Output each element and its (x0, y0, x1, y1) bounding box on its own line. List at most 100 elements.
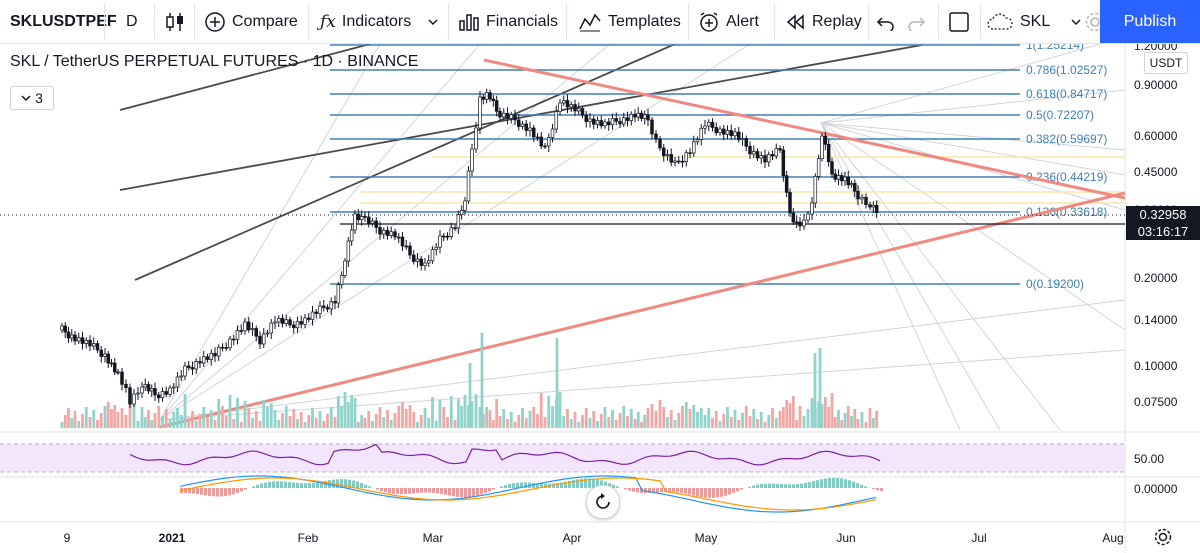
volume-bar (326, 414, 329, 428)
fib-level-label: 1(1.25214) (1026, 44, 1084, 52)
volume-bar (539, 393, 543, 428)
reset-chart-button[interactable] (586, 485, 620, 519)
volume-bar (371, 421, 374, 428)
fan-line (820, 122, 1061, 431)
candle-body (710, 121, 715, 128)
volume-bar (607, 417, 611, 428)
alarm-clock-icon (700, 11, 718, 32)
volume-bar (588, 418, 592, 428)
volume-bar (850, 416, 853, 428)
candle-body (339, 274, 344, 286)
volume-bar (470, 401, 474, 428)
candle-body (419, 258, 424, 266)
candle-body (849, 183, 854, 186)
volume-bar (254, 411, 258, 428)
undo-button[interactable] (876, 0, 896, 43)
volume-bar (827, 407, 831, 428)
volume-bar (581, 415, 584, 428)
volume-bar (711, 418, 714, 428)
candle-body (224, 347, 229, 349)
candle-body (791, 212, 796, 223)
currency-unit[interactable]: USDT (1144, 52, 1188, 74)
volume-bar (599, 414, 603, 428)
candle-body (836, 175, 841, 180)
volume-bar (288, 416, 292, 428)
volume-bar (611, 410, 614, 428)
indicators-button[interactable]: ƒx Indicators (320, 0, 439, 43)
chart-type-button[interactable] (164, 0, 186, 43)
candle-body (748, 145, 752, 155)
volume-bar (132, 397, 136, 428)
macd-histogram-bar (396, 488, 399, 495)
compare-button[interactable]: Compare (204, 0, 298, 43)
candle-body (833, 173, 837, 180)
macd-histogram-bar (312, 482, 315, 488)
volume-bar (681, 406, 684, 428)
volume-bar (823, 397, 827, 428)
templates-button[interactable]: Templates (578, 0, 681, 43)
macd-histogram-bar (580, 478, 583, 488)
symbol-search[interactable]: SKLUSDTPEF (10, 0, 117, 43)
macd-histogram-bar (636, 488, 639, 493)
trend-line-lower (159, 191, 1126, 429)
volume-bar (63, 415, 67, 428)
price-chart[interactable]: 1(1.25214) 0.786(1.02527) 0.618(0.84717) 0.… (0, 44, 1200, 553)
volume-bar (491, 420, 495, 428)
candle-body (73, 334, 77, 342)
volume-bar (468, 363, 472, 428)
candle-body (356, 213, 361, 221)
candle-body (213, 352, 217, 357)
legend-collapse-button[interactable]: 3 (10, 86, 54, 110)
candle-body (442, 235, 446, 238)
candle-body (864, 196, 868, 206)
macd-histogram-bar (876, 488, 879, 491)
macd-histogram-bar (684, 488, 687, 494)
volume-bar (124, 415, 128, 428)
interval-button[interactable]: D (126, 0, 138, 43)
channel-line (119, 44, 923, 191)
volume-bar (408, 405, 412, 428)
candle-body (680, 160, 685, 163)
macd-histogram-bar (424, 488, 427, 493)
macd-histogram-bar (420, 488, 423, 493)
candle-body (235, 330, 240, 340)
candle-body (843, 176, 847, 182)
volume-bar (830, 393, 834, 428)
macd-histogram-bar (344, 479, 347, 488)
macd-histogram-bar (792, 484, 795, 488)
hidden-indicator-count: 3 (35, 90, 43, 106)
alert-button[interactable]: Alert (698, 0, 759, 43)
volume-bar (699, 408, 703, 428)
volume-bar (243, 401, 247, 428)
candle-body (299, 321, 304, 325)
replay-button[interactable]: Replay (786, 0, 862, 43)
volume-bar (322, 421, 326, 428)
candle-body (871, 204, 876, 208)
macd-histogram-bar (524, 482, 527, 488)
time-tick: Jun (836, 531, 855, 545)
candle-body (280, 317, 285, 324)
macd-histogram-bar (768, 483, 771, 488)
volume-bar (128, 404, 132, 428)
macd-histogram-bar (820, 479, 823, 488)
gear-icon[interactable] (1154, 528, 1172, 546)
redo-button[interactable] (906, 0, 926, 43)
volume-bar (92, 410, 96, 428)
candle-body (385, 229, 390, 236)
volume-bar (284, 406, 288, 428)
time-axis[interactable]: 9 2021 Feb Mar Apr May Jun Jul Aug (64, 531, 1124, 545)
volume-bar (113, 405, 117, 428)
candle-body (661, 147, 666, 157)
layout-button[interactable]: SKL (986, 0, 1082, 43)
candle-body (456, 214, 461, 229)
volume-bar (147, 410, 150, 428)
candle-body (336, 284, 341, 304)
candle-body (642, 114, 647, 119)
financials-button[interactable]: Financials (458, 0, 558, 43)
fullscreen-button[interactable] (948, 0, 970, 43)
volume-bar (643, 415, 647, 428)
publish-button[interactable]: Publish (1100, 0, 1200, 43)
macd-histogram-bar (200, 488, 203, 495)
compare-label: Compare (232, 12, 298, 30)
gann-fan (159, 44, 1126, 431)
